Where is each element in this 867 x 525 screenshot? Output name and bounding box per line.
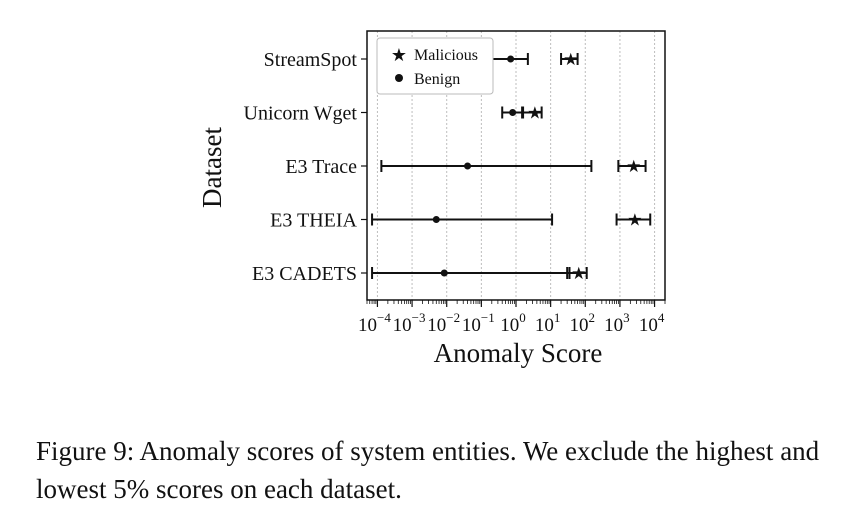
x-tick-label: 10−4 xyxy=(358,310,391,336)
malicious-star-marker: ★ xyxy=(571,264,586,283)
y-axis-title: Dataset xyxy=(197,127,227,208)
x-tick-label: 104 xyxy=(639,310,665,336)
benign-dot-marker xyxy=(509,109,517,116)
legend-box xyxy=(376,37,494,95)
error-bars: ★ ★ ★ ★ ★ xyxy=(371,50,652,283)
legend-circle-marker xyxy=(395,74,403,82)
benign-range xyxy=(380,160,593,172)
benign-range xyxy=(371,213,554,226)
legend-benign-label: Benign xyxy=(414,71,460,88)
malicious-range: ★ xyxy=(615,211,652,230)
benign-dot-marker xyxy=(464,162,472,170)
benign-dot-marker xyxy=(507,55,515,63)
y-tick-label: E3 THEIA xyxy=(270,210,357,232)
malicious-range: ★ xyxy=(521,104,543,123)
legend: ★ Malicious Benign xyxy=(376,37,494,95)
figure-caption: Figure 9: Anomaly scores of system entit… xyxy=(36,436,820,504)
x-tick-label: 103 xyxy=(604,310,630,336)
legend-star-marker: ★ xyxy=(391,45,407,65)
malicious-star-marker: ★ xyxy=(627,211,642,230)
legend-malicious-label: Malicious xyxy=(414,47,478,64)
benign-range xyxy=(371,267,571,279)
y-tick-label: E3 CADETS xyxy=(252,263,357,285)
x-tick-label: 10−2 xyxy=(427,310,460,336)
y-tick-label: Unicorn Wget xyxy=(244,103,358,125)
x-tick-label: 102 xyxy=(570,310,596,336)
y-tick-label: E3 Trace xyxy=(285,156,357,178)
x-tick-label: 10−3 xyxy=(393,310,426,336)
malicious-star-marker: ★ xyxy=(527,104,542,123)
malicious-range: ★ xyxy=(560,50,579,69)
malicious-star-marker: ★ xyxy=(626,157,641,176)
y-tick-label: StreamSpot xyxy=(264,49,358,71)
x-tick-label: 101 xyxy=(535,310,561,336)
malicious-star-marker: ★ xyxy=(563,50,578,69)
benign-range xyxy=(501,106,525,119)
malicious-range: ★ xyxy=(617,157,647,176)
x-axis: 10−4 10−3 10−2 10−1 100 101 102 103 104 xyxy=(358,300,665,336)
x-tick-label: 10−1 xyxy=(462,310,495,336)
anomaly-score-chart: ★ ★ ★ ★ ★ StreamSpot Unicorn Wget E3 Trace E3 T… xyxy=(197,30,666,368)
x-tick-label: 100 xyxy=(500,310,526,336)
benign-dot-marker xyxy=(432,216,440,223)
y-axis: StreamSpot Unicorn Wget E3 Trace E3 THEIA E3… xyxy=(244,49,367,285)
benign-dot-marker xyxy=(440,269,448,277)
x-axis-title: Anomaly Score xyxy=(434,338,603,368)
